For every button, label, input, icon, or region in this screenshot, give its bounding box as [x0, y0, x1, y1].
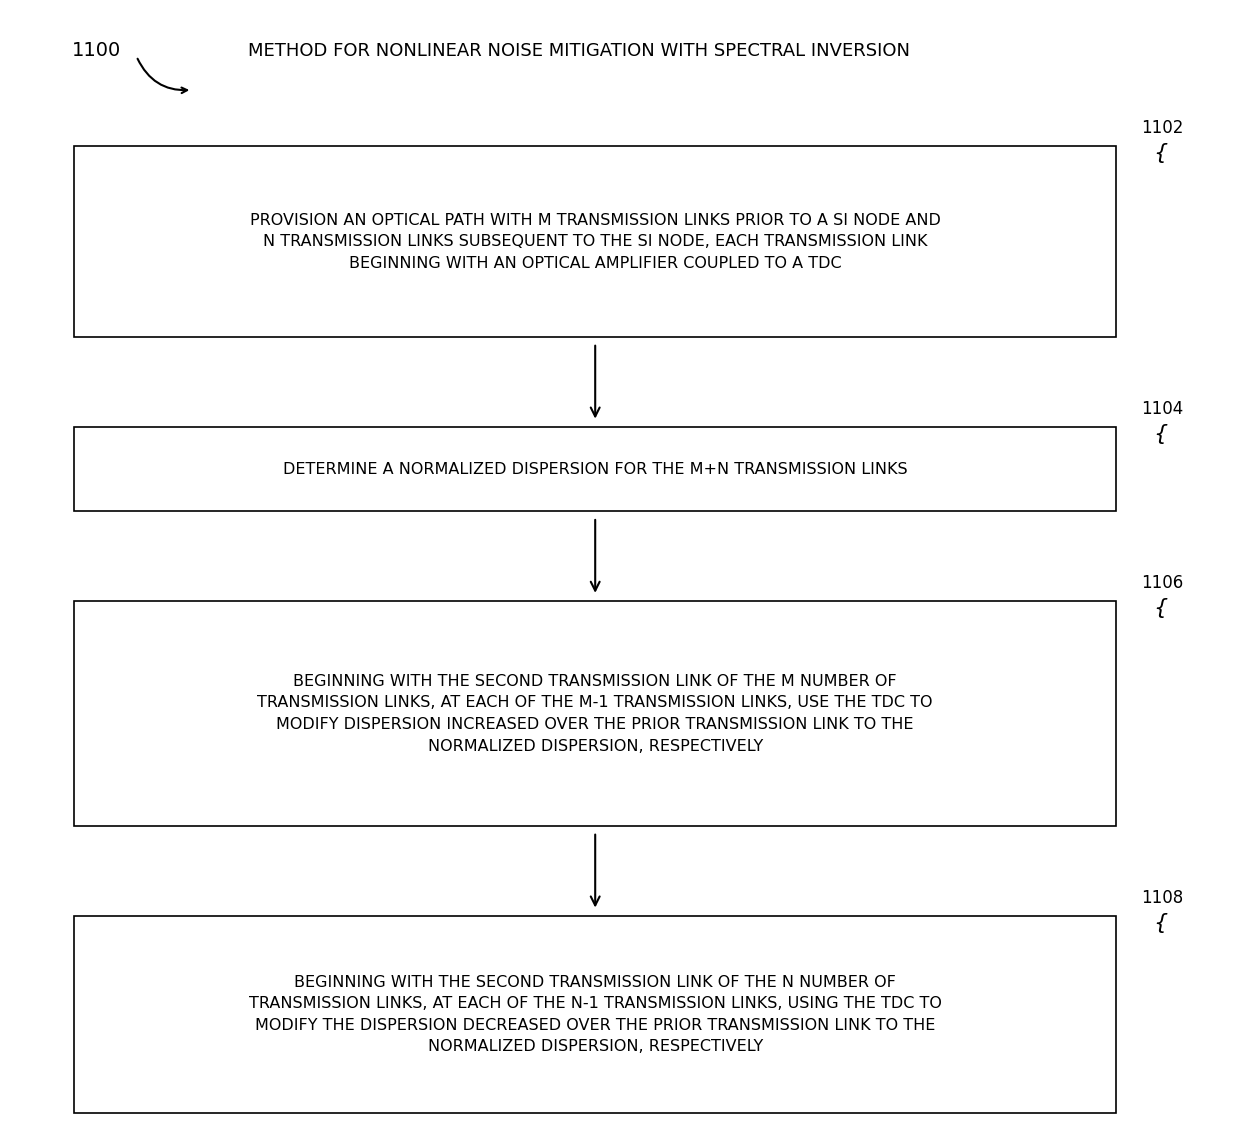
Text: DETERMINE A NORMALIZED DISPERSION FOR THE M+N TRANSMISSION LINKS: DETERMINE A NORMALIZED DISPERSION FOR TH…	[283, 462, 908, 477]
FancyBboxPatch shape	[74, 146, 1116, 337]
Text: METHOD FOR NONLINEAR NOISE MITIGATION WITH SPECTRAL INVERSION: METHOD FOR NONLINEAR NOISE MITIGATION WI…	[248, 42, 910, 60]
Text: 1106: 1106	[1141, 574, 1183, 592]
Text: BEGINNING WITH THE SECOND TRANSMISSION LINK OF THE M NUMBER OF
TRANSMISSION LINK: BEGINNING WITH THE SECOND TRANSMISSION L…	[258, 674, 932, 753]
FancyBboxPatch shape	[74, 427, 1116, 511]
Text: PROVISION AN OPTICAL PATH WITH M TRANSMISSION LINKS PRIOR TO A SI NODE AND
N TRA: PROVISION AN OPTICAL PATH WITH M TRANSMI…	[249, 212, 941, 271]
Text: {: {	[1153, 913, 1167, 933]
Text: {: {	[1153, 424, 1167, 444]
Text: 1100: 1100	[72, 42, 122, 60]
FancyBboxPatch shape	[74, 916, 1116, 1113]
Text: {: {	[1153, 598, 1167, 618]
Text: 1108: 1108	[1141, 889, 1183, 907]
Text: BEGINNING WITH THE SECOND TRANSMISSION LINK OF THE N NUMBER OF
TRANSMISSION LINK: BEGINNING WITH THE SECOND TRANSMISSION L…	[249, 975, 941, 1054]
Text: {: {	[1153, 143, 1167, 163]
Text: 1104: 1104	[1141, 400, 1183, 418]
FancyBboxPatch shape	[74, 601, 1116, 826]
Text: 1102: 1102	[1141, 119, 1183, 137]
